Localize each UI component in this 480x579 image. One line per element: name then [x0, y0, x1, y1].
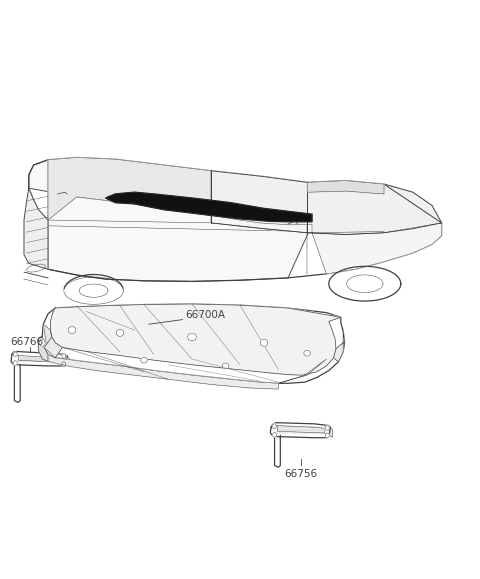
Polygon shape: [42, 304, 345, 383]
Polygon shape: [334, 331, 345, 362]
Ellipse shape: [68, 327, 76, 334]
Ellipse shape: [141, 357, 147, 363]
Circle shape: [62, 362, 66, 367]
Polygon shape: [29, 157, 442, 281]
Ellipse shape: [222, 363, 229, 369]
Polygon shape: [29, 160, 312, 281]
Circle shape: [325, 426, 329, 430]
Polygon shape: [66, 356, 70, 366]
Polygon shape: [106, 192, 312, 222]
Polygon shape: [307, 181, 384, 194]
Polygon shape: [48, 157, 211, 220]
Text: 66756: 66756: [284, 469, 318, 479]
Polygon shape: [44, 347, 278, 389]
Circle shape: [13, 361, 17, 365]
Text: 66700A: 66700A: [185, 310, 225, 320]
Polygon shape: [24, 188, 48, 269]
Polygon shape: [277, 426, 325, 433]
Polygon shape: [275, 435, 280, 467]
Polygon shape: [50, 304, 341, 375]
Polygon shape: [211, 215, 442, 274]
Polygon shape: [329, 427, 333, 437]
Polygon shape: [43, 324, 52, 354]
Ellipse shape: [260, 339, 268, 346]
Circle shape: [62, 354, 66, 358]
Polygon shape: [11, 351, 67, 366]
Polygon shape: [38, 336, 48, 361]
Polygon shape: [270, 423, 330, 438]
Polygon shape: [18, 356, 61, 362]
Circle shape: [273, 433, 276, 437]
Ellipse shape: [188, 334, 196, 340]
Ellipse shape: [304, 350, 311, 356]
Circle shape: [39, 339, 45, 346]
Ellipse shape: [116, 329, 124, 336]
Text: 66766: 66766: [10, 338, 43, 347]
Circle shape: [273, 424, 276, 428]
Circle shape: [13, 352, 17, 357]
Polygon shape: [14, 363, 20, 402]
Circle shape: [325, 433, 329, 438]
Polygon shape: [211, 171, 442, 234]
Polygon shape: [44, 337, 62, 358]
